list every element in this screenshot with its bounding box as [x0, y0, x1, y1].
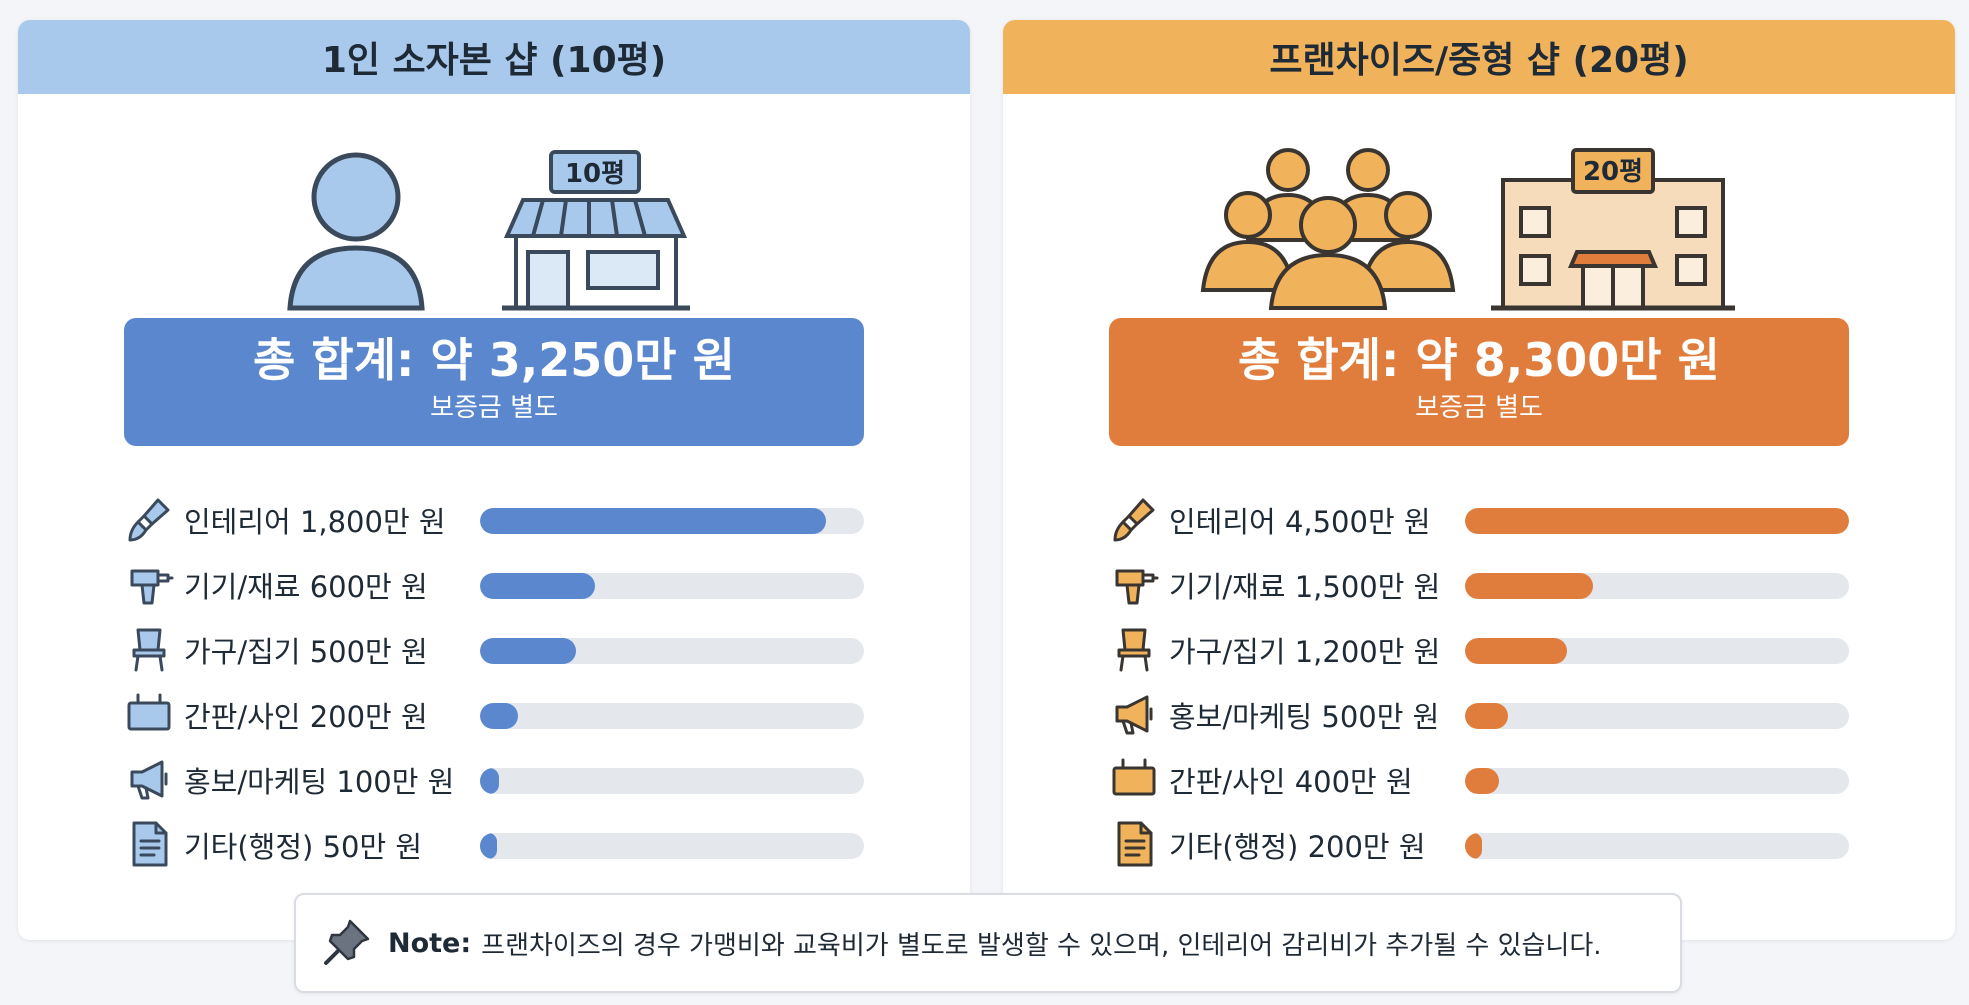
signboard-icon [124, 689, 174, 739]
bar-track [480, 833, 864, 859]
small-shop-panel: 1인 소자본 샵 (10평) 10평 총 합계: 약 3,250만 원 보증금 … [18, 20, 970, 940]
cost-label: 기타(행정) 50만 원 [184, 830, 423, 864]
cost-label: 간판/사인 200만 원 [184, 700, 428, 734]
bar [1465, 833, 1483, 859]
cost-label: 가구/집기 500만 원 [184, 635, 428, 669]
bar-track [480, 573, 864, 599]
bar [1465, 573, 1593, 599]
document-icon [1109, 819, 1159, 869]
cost-row: 기타(행정) 200만 원 [1109, 815, 1849, 880]
bar [1465, 508, 1849, 534]
cost-label: 기기/재료 600만 원 [184, 570, 428, 604]
cost-row: 가구/집기 500만 원 [124, 620, 864, 685]
megaphone-icon [124, 754, 174, 804]
cost-label: 홍보/마케팅 500만 원 [1169, 700, 1440, 734]
bar-track [1465, 508, 1849, 534]
bar-track [480, 703, 864, 729]
person-icon [287, 152, 425, 311]
cost-row: 홍보/마케팅 100만 원 [124, 750, 864, 815]
bar-track [480, 508, 864, 534]
signboard-icon [1109, 754, 1159, 804]
cost-label: 홍보/마케팅 100만 원 [184, 765, 455, 799]
cost-label: 간판/사인 400만 원 [1169, 765, 1413, 799]
bar-track [1465, 833, 1849, 859]
small-shop-total: 총 합계: 약 3,250만 원 [253, 333, 735, 387]
cost-row: 기타(행정) 50만 원 [124, 815, 864, 880]
svg-text:10평: 10평 [565, 159, 625, 189]
bar [1465, 768, 1500, 794]
franchise-shop-title: 프랜차이즈/중형 샵 (20평) [1003, 20, 1955, 94]
small-store-icon: 10평 [502, 150, 690, 311]
bar-track [1465, 703, 1849, 729]
cost-label: 인테리어 1,800만 원 [184, 505, 446, 539]
small-shop-illustration: 10평 [287, 150, 690, 311]
bar [480, 703, 519, 729]
small-shop-deposit-note: 보증금 별도 [430, 393, 558, 423]
cost-row: 기기/재료 600만 원 [124, 555, 864, 620]
bar [1465, 638, 1568, 664]
franchise-shop-panel: 프랜차이즈/중형 샵 (20평) 20평 [1003, 20, 1955, 940]
bar-track [1465, 638, 1849, 664]
bar-track [480, 768, 864, 794]
svg-text:20평: 20평 [1583, 157, 1643, 187]
megaphone-icon [1109, 689, 1159, 739]
cost-row: 가구/집기 1,200만 원 [1109, 620, 1849, 685]
bar-track [480, 638, 864, 664]
cost-label: 인테리어 4,500만 원 [1169, 505, 1431, 539]
paintbrush-icon [124, 494, 174, 544]
franchise-shop-deposit-note: 보증금 별도 [1415, 393, 1543, 423]
cost-row: 기기/재료 1,500만 원 [1109, 555, 1849, 620]
drill-icon [1109, 559, 1159, 609]
bar [480, 833, 498, 859]
document-icon [124, 819, 174, 869]
cost-label: 기기/재료 1,500만 원 [1169, 570, 1441, 604]
bar [480, 638, 576, 664]
bar [1465, 703, 1508, 729]
franchise-shop-illustration: 20평 [1200, 148, 1735, 311]
pushpin-icon [324, 919, 370, 965]
paintbrush-icon [1109, 494, 1159, 544]
note-box: Note: 프랜차이즈의 경우 가맹비와 교육비가 별도로 발생할 수 있으며,… [294, 893, 1682, 993]
group-of-people-icon [1200, 148, 1456, 310]
note-text: 프랜차이즈의 경우 가맹비와 교육비가 별도로 발생할 수 있으며, 인테리어 … [481, 930, 1602, 961]
medium-building-icon: 20평 [1491, 148, 1735, 311]
franchise-shop-total-box: 총 합계: 약 8,300만 원 보증금 별도 [1109, 318, 1849, 446]
cost-label: 가구/집기 1,200만 원 [1169, 635, 1441, 669]
cost-row: 간판/사인 400만 원 [1109, 750, 1849, 815]
cost-row: 간판/사인 200만 원 [124, 685, 864, 750]
bar-track [1465, 573, 1849, 599]
note-label: Note: [388, 927, 472, 959]
cost-row: 인테리어 1,800만 원 [124, 490, 864, 555]
cost-label: 기타(행정) 200만 원 [1169, 830, 1426, 864]
bar-track [1465, 768, 1849, 794]
franchise-shop-total: 총 합계: 약 8,300만 원 [1238, 333, 1720, 387]
small-shop-title: 1인 소자본 샵 (10평) [18, 20, 970, 94]
chair-icon [1109, 624, 1159, 674]
bar [480, 508, 826, 534]
drill-icon [124, 559, 174, 609]
chair-icon [124, 624, 174, 674]
bar [480, 768, 500, 794]
cost-row: 인테리어 4,500만 원 [1109, 490, 1849, 555]
small-shop-total-box: 총 합계: 약 3,250만 원 보증금 별도 [124, 318, 864, 446]
cost-row: 홍보/마케팅 500만 원 [1109, 685, 1849, 750]
bar [480, 573, 596, 599]
